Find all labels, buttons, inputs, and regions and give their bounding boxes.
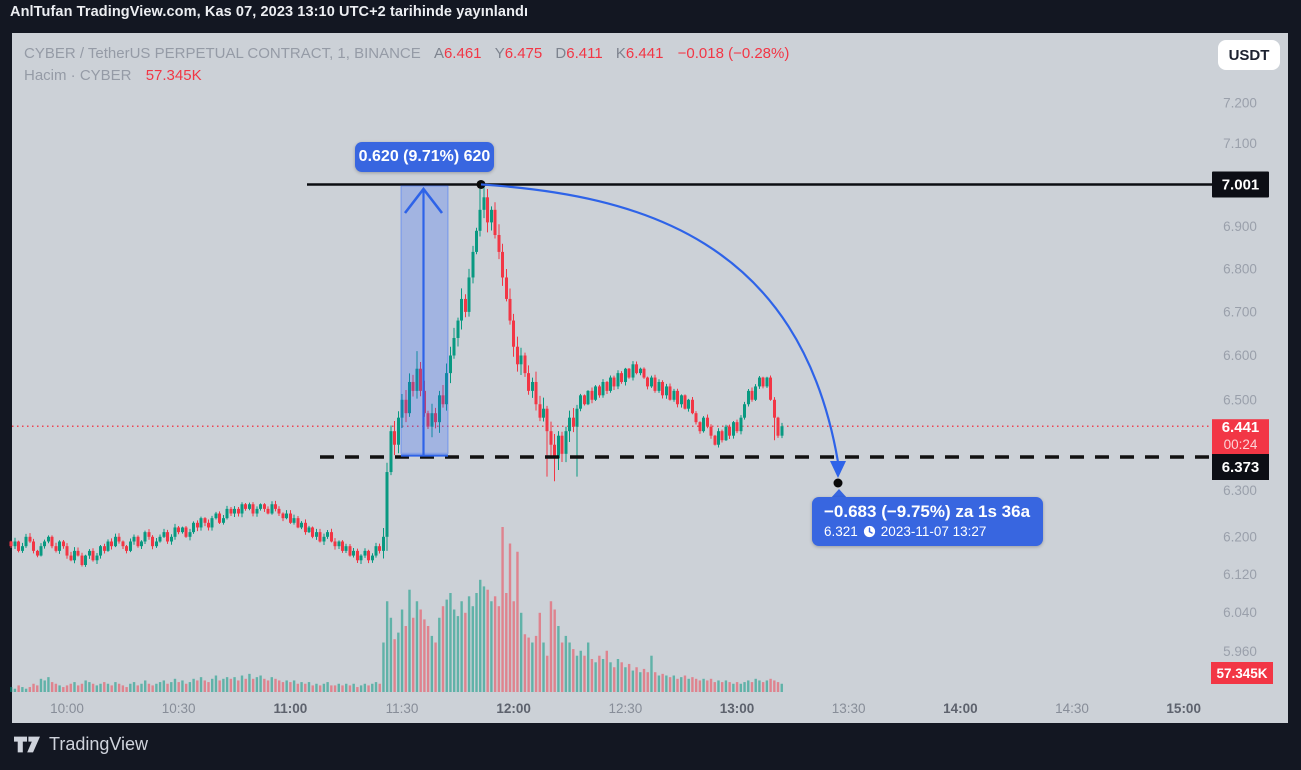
svg-text:6.500: 6.500 bbox=[1223, 392, 1257, 407]
tradingview-brand-text: TradingView bbox=[49, 734, 149, 754]
symbol-header: CYBER / TetherUS PERPETUAL CONTRACT, 1, … bbox=[24, 45, 789, 62]
price-range-tool[interactable] bbox=[400, 185, 449, 457]
svg-text:11:00: 11:00 bbox=[273, 701, 307, 716]
volume-value: 57.345K bbox=[145, 67, 202, 84]
high-price-axis-text: 7.001 bbox=[1222, 176, 1260, 193]
drop-callout-pointer bbox=[830, 489, 848, 499]
close-value: 6.441 bbox=[625, 45, 664, 62]
svg-text:14:30: 14:30 bbox=[1055, 701, 1089, 716]
drop-projection-arrow[interactable] bbox=[480, 183, 846, 488]
svg-text:14:00: 14:00 bbox=[943, 701, 978, 716]
last-price-axis-label bbox=[1212, 419, 1269, 456]
svg-text:5.960: 5.960 bbox=[1223, 644, 1257, 659]
svg-text:6.040: 6.040 bbox=[1223, 605, 1257, 620]
svg-text:13:00: 13:00 bbox=[720, 701, 755, 716]
svg-text:6.600: 6.600 bbox=[1223, 348, 1257, 363]
svg-text:10:00: 10:00 bbox=[50, 701, 84, 716]
svg-text:6.200: 6.200 bbox=[1223, 529, 1257, 544]
svg-text:7.200: 7.200 bbox=[1223, 96, 1257, 111]
low-key: D bbox=[555, 45, 567, 62]
svg-text:10:30: 10:30 bbox=[162, 701, 196, 716]
svg-text:6.800: 6.800 bbox=[1223, 261, 1257, 276]
publish-banner: AnlTufan TradingView.com, Kas 07, 2023 1… bbox=[10, 4, 529, 20]
drop-callout-datetime: 2023-11-07 13:27 bbox=[880, 524, 987, 539]
dashed-price-axis-text: 6.373 bbox=[1222, 459, 1260, 476]
clock-icon bbox=[863, 525, 875, 538]
volume-header: Hacim · CYBER 57.345K bbox=[24, 67, 202, 84]
svg-text:6.900: 6.900 bbox=[1223, 219, 1257, 234]
price-axis[interactable]: 7.200 7.100 6.900 6.800 6.700 6.600 6.500 6.300… bbox=[1223, 96, 1257, 659]
currency-toggle-button[interactable]: USDT bbox=[1218, 40, 1280, 70]
price-change: −0.018 (−0.28%) bbox=[677, 45, 790, 62]
svg-text:15:00: 15:00 bbox=[1166, 701, 1201, 716]
drop-callout[interactable]: −0.683 (−9.75%) za 1s 36a 6.321 2023-11-… bbox=[812, 497, 1044, 546]
bar-countdown-text: 00:24 bbox=[1224, 437, 1258, 452]
volume-bars bbox=[10, 527, 783, 692]
low-value: 6.411 bbox=[566, 45, 603, 62]
high-key: Y bbox=[494, 45, 505, 62]
open-value: 6.461 bbox=[443, 45, 482, 62]
candlesticks bbox=[9, 184, 784, 567]
tradingview-logo-icon bbox=[14, 736, 40, 753]
open-key: A bbox=[433, 45, 444, 62]
volume-axis-text: 57.345K bbox=[1216, 666, 1267, 681]
brand-bar[interactable]: TradingView bbox=[14, 734, 148, 755]
svg-text:6.300: 6.300 bbox=[1223, 483, 1257, 498]
svg-text:7.100: 7.100 bbox=[1223, 136, 1257, 151]
svg-text:12:00: 12:00 bbox=[496, 701, 531, 716]
volume-axis-label bbox=[1211, 662, 1273, 684]
high-value: 6.475 bbox=[504, 45, 543, 62]
volume-indicator-title[interactable]: Hacim · CYBER bbox=[24, 67, 132, 84]
svg-text:13:30: 13:30 bbox=[832, 701, 866, 716]
symbol-title[interactable]: CYBER / TetherUS PERPETUAL CONTRACT, 1, … bbox=[24, 45, 421, 62]
drop-callout-change: −0.683 (−9.75%) za 1s 36a bbox=[824, 502, 1031, 521]
drop-callout-price: 6.321 bbox=[824, 524, 858, 539]
svg-text:6.700: 6.700 bbox=[1223, 304, 1257, 319]
svg-text:6.120: 6.120 bbox=[1223, 567, 1257, 582]
svg-text:11:30: 11:30 bbox=[386, 701, 419, 716]
last-price-axis-text: 6.441 bbox=[1222, 419, 1260, 436]
time-axis[interactable]: 10:00 10:30 11:00 11:30 12:00 12:30 13:00 13:30… bbox=[50, 701, 1201, 716]
dashed-price-axis-label bbox=[1212, 453, 1269, 480]
measure-up-callout[interactable]: 0.620 (9.71%) 620 bbox=[355, 142, 494, 172]
close-key: K bbox=[615, 45, 626, 62]
svg-text:12:30: 12:30 bbox=[608, 701, 642, 716]
